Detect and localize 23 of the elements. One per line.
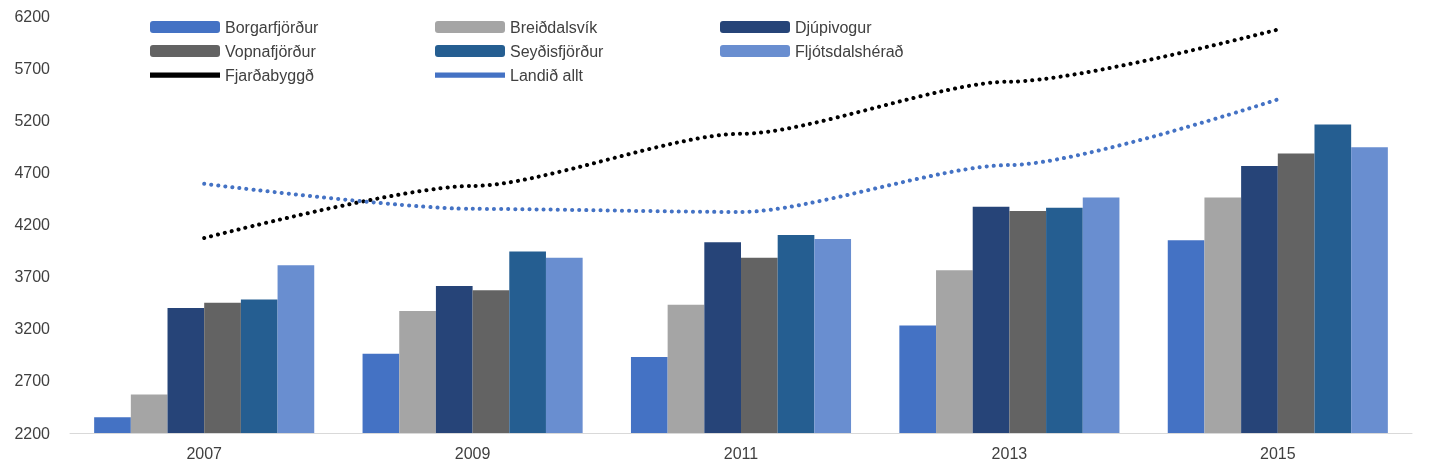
x-tick-label: 2009 <box>454 444 491 462</box>
legend-label: Fjarðabyggð <box>225 66 315 84</box>
y-tick-label: 6200 <box>14 7 51 25</box>
x-tick-label: 2013 <box>991 444 1028 462</box>
y-tick-label: 4200 <box>14 216 51 233</box>
y-tick-label: 5200 <box>14 111 51 129</box>
x-tick-label: 2011 <box>723 444 759 462</box>
legend-label: Vopnafjörður <box>225 42 317 60</box>
legend-label: Borgarfjörður <box>225 18 320 36</box>
y-tick-label: 2200 <box>14 424 51 442</box>
y-tick-label: 3700 <box>14 268 51 286</box>
legend-label: Djúpivogur <box>795 18 873 36</box>
x-tick-label: 2015 <box>1260 444 1296 462</box>
line-series <box>202 97 1280 214</box>
y-tick-label: 5700 <box>14 59 51 77</box>
y-tick-label: 2700 <box>14 372 51 390</box>
legend-label: Landið allt <box>510 66 584 84</box>
legend-label: Breiðdalsvík <box>510 18 599 36</box>
x-tick-label: 2007 <box>186 444 223 462</box>
y-tick-label: 4700 <box>14 163 51 181</box>
legend-label: Seyðisfjörður <box>510 42 605 60</box>
y-tick-label: 3200 <box>14 320 51 338</box>
legend-label: Fljótsdalshérað <box>795 42 904 60</box>
